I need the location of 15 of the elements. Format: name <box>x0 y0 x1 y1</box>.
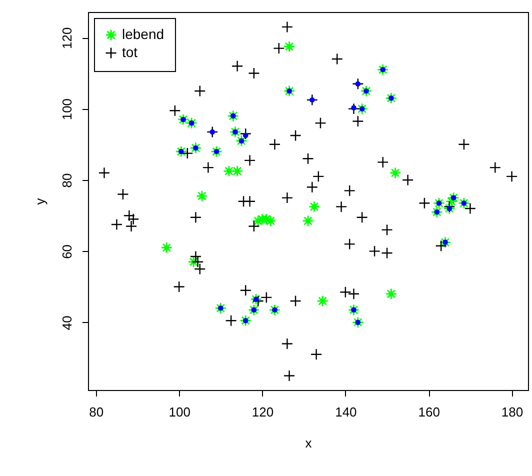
x-tick-label: 120 <box>252 404 274 420</box>
x-axis-title: x <box>305 436 312 450</box>
y-axis-title: y <box>32 198 48 205</box>
legend-label: lebend <box>122 26 164 42</box>
y-tick-label: 80 <box>60 173 74 188</box>
y-tick-label: 100 <box>60 98 74 120</box>
y-tick-label: 120 <box>60 27 74 49</box>
legend-label: tot <box>122 44 138 60</box>
x-tick-label: 100 <box>168 404 190 420</box>
y-tick-label: 40 <box>60 316 74 330</box>
x-tick-label: 80 <box>89 404 104 420</box>
x-tick-label: 180 <box>501 404 524 420</box>
y-tick-label: 60 <box>60 244 74 259</box>
x-tick-label: 160 <box>418 404 440 420</box>
x-tick-label: 140 <box>335 404 357 420</box>
